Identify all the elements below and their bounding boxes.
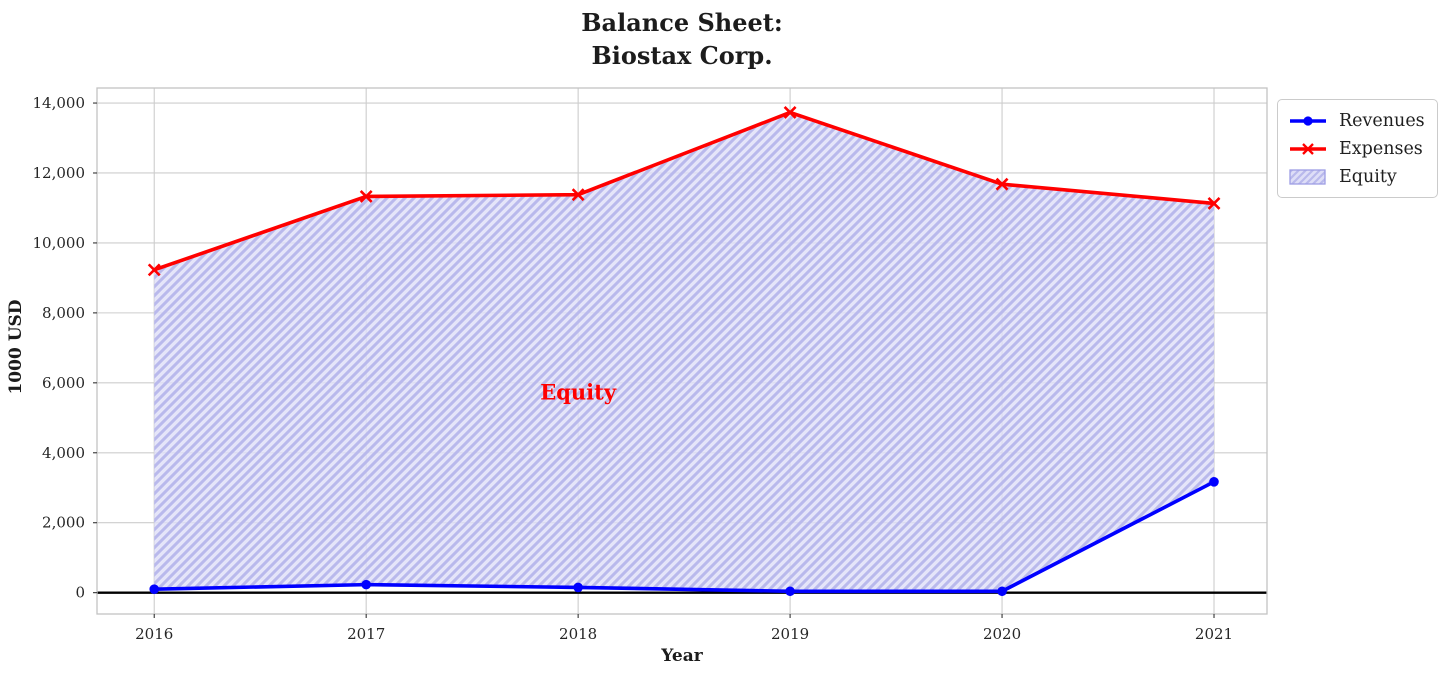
y-axis-label: 1000 USD [6,299,26,395]
revenues-line-sample-icon [1290,115,1326,126]
equity-swatch-icon [1289,168,1326,185]
y-tick-label: 14,000 [33,94,86,112]
y-tick-label: 6,000 [42,374,85,392]
series-revenues [149,477,1219,597]
legend-label-expenses: Expenses [1339,138,1423,159]
plot-border [96,87,1268,615]
legend-item-equity: Equity [1288,163,1425,190]
equity-annotation: Equity [540,379,617,405]
legend: Revenues Expenses Equity [1277,99,1438,198]
legend-label-equity: Equity [1339,166,1397,187]
series-expenses [147,106,1221,277]
y-tick-label: 10,000 [33,234,86,252]
tick-labels: 0 2,000 4,000 6,000 8,000 10,000 12,000 14,000 2… [33,94,1234,643]
y-tick-label: 4,000 [42,444,85,462]
y-tick-label: 12,000 [33,164,86,182]
x-tick-label: 2017 [347,625,385,643]
x-tick-label: 2021 [1195,625,1233,643]
legend-item-revenues: Revenues [1288,107,1425,134]
y-tick-label: 8,000 [42,304,85,322]
x-tick-label: 2018 [559,625,597,643]
chart-title: Balance Sheet: Biostax Corp. [97,6,1267,72]
tick-marks [93,102,1215,618]
y-tick-label: 0 [75,584,85,602]
legend-label-revenues: Revenues [1339,110,1425,131]
y-tick-label: 2,000 [42,514,85,532]
x-tick-label: 2020 [983,625,1021,643]
x-tick-label: 2016 [135,625,173,643]
chart-title-line2: Biostax Corp. [591,41,773,70]
x-tick-label: 2019 [771,625,809,643]
equity-area-hatch [154,112,1215,592]
x-axis-label: Year [661,646,703,666]
chart-title-line1: Balance Sheet: [581,8,783,37]
legend-item-expenses: Expenses [1288,135,1425,162]
expenses-line-sample-icon [1290,142,1326,155]
